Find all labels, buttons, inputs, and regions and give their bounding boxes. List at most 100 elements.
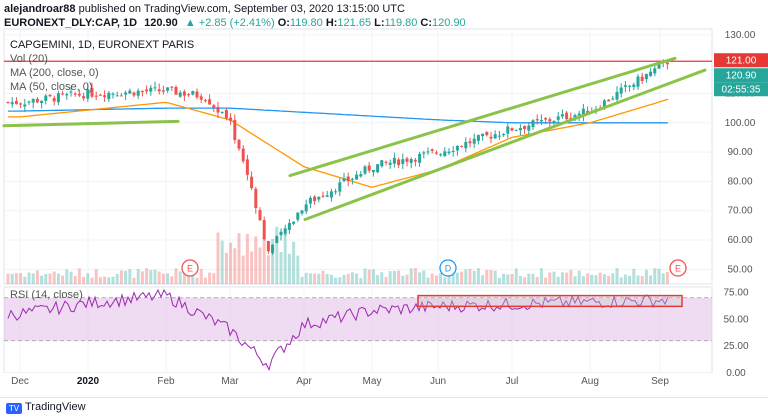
candle [531, 120, 535, 128]
candle [19, 103, 23, 105]
x-tick-label: Feb [157, 376, 175, 387]
rsi-band [4, 297, 712, 341]
volume-bar [128, 269, 132, 284]
candle [342, 178, 346, 181]
candle [607, 99, 611, 102]
legend-vol[interactable]: Vol (20) [10, 53, 48, 65]
candle [527, 125, 531, 131]
volume-bar [90, 277, 94, 284]
volume-bar [632, 268, 636, 284]
published-text: published on TradingView.com, September … [78, 3, 405, 15]
candle [338, 182, 342, 192]
tradingview-logo[interactable]: TV TradingView [6, 401, 86, 414]
candle [623, 85, 627, 87]
candle [632, 84, 636, 88]
volume-bar [552, 271, 556, 284]
rsi-tick-label: 50.00 [723, 314, 748, 325]
author[interactable]: alejandroar88 [4, 3, 76, 15]
volume-bar [590, 274, 594, 284]
candle [149, 87, 153, 92]
candle [23, 104, 27, 107]
volume-bar [136, 268, 140, 284]
candle [241, 148, 245, 162]
candle [224, 109, 228, 119]
volume-bar [14, 273, 18, 284]
x-tick-label: Mar [221, 376, 239, 387]
volume-bar [241, 255, 245, 284]
volume-bar [544, 277, 548, 284]
event-marker-label: E [187, 264, 193, 274]
volume-bar [145, 268, 149, 284]
volume-bar [615, 268, 619, 284]
volume-bar [644, 269, 648, 284]
volume-bar [476, 268, 480, 284]
candle [615, 91, 619, 100]
resistance-badge [714, 53, 768, 68]
volume-bar [338, 277, 342, 284]
candle [317, 196, 321, 200]
legend-ma50[interactable]: MA (50, close, 0) [10, 81, 93, 93]
volume-bar [61, 275, 65, 284]
candle [510, 128, 514, 131]
candle [657, 63, 661, 69]
x-tick-label: May [363, 376, 382, 387]
candle [258, 209, 262, 221]
candle [388, 162, 392, 165]
volume-bar [94, 269, 98, 284]
x-tick-label: Dec [11, 376, 29, 387]
volume-bar [502, 273, 506, 284]
candle [548, 119, 552, 122]
candle [283, 228, 287, 234]
candle [455, 145, 459, 151]
candle [111, 93, 115, 95]
h-label: H: [325, 17, 338, 29]
candle [56, 93, 60, 103]
volume-bar [409, 268, 413, 284]
candle [380, 160, 384, 167]
volume-bar [413, 268, 417, 284]
price-chart[interactable]: E D E Dec 2020 Feb Mar Apr May Jun Jul Aug Sep 130.0… [0, 0, 768, 397]
candle [485, 131, 489, 136]
candle [140, 91, 144, 93]
legend-ma200[interactable]: MA (200, close, 0) [10, 67, 99, 79]
candle [233, 119, 237, 141]
candle [275, 236, 279, 244]
candle [48, 94, 52, 97]
candle [52, 98, 56, 102]
volume-bar [665, 271, 669, 284]
candle [262, 220, 266, 240]
volume-bar [493, 270, 497, 284]
volume-bar [52, 271, 56, 284]
candle [216, 107, 220, 113]
footer: TV TradingView [0, 397, 768, 418]
candle [334, 191, 338, 193]
legend-rsi[interactable]: RSI (14, close) [10, 289, 83, 301]
candle [665, 62, 669, 65]
price-tick-label: 130.00 [725, 30, 756, 41]
volume-bar [56, 273, 60, 284]
volume-bar [510, 274, 514, 284]
rsi-tick-label: 0.00 [726, 368, 746, 379]
volume-bar [115, 273, 119, 284]
candle [636, 76, 640, 87]
volume-bar [321, 270, 325, 284]
volume-bar [195, 277, 199, 284]
price-pane [3, 28, 713, 285]
candle [182, 91, 186, 96]
price-tick-label: 80.00 [727, 176, 752, 187]
price-badge-label: 120.90 [726, 71, 757, 82]
volume-bar [329, 274, 333, 284]
candle [136, 90, 140, 96]
rsi-line [7, 288, 669, 371]
candle [468, 141, 472, 144]
volume-bar [447, 272, 451, 284]
volume-bar [455, 272, 459, 284]
volume-bar [481, 275, 485, 284]
candle [464, 141, 468, 149]
candle [296, 212, 300, 220]
volume-bar [212, 273, 216, 284]
candle [132, 92, 136, 96]
volume-bar [560, 272, 564, 284]
volume-bar [573, 276, 577, 284]
volume-bar [422, 270, 426, 284]
